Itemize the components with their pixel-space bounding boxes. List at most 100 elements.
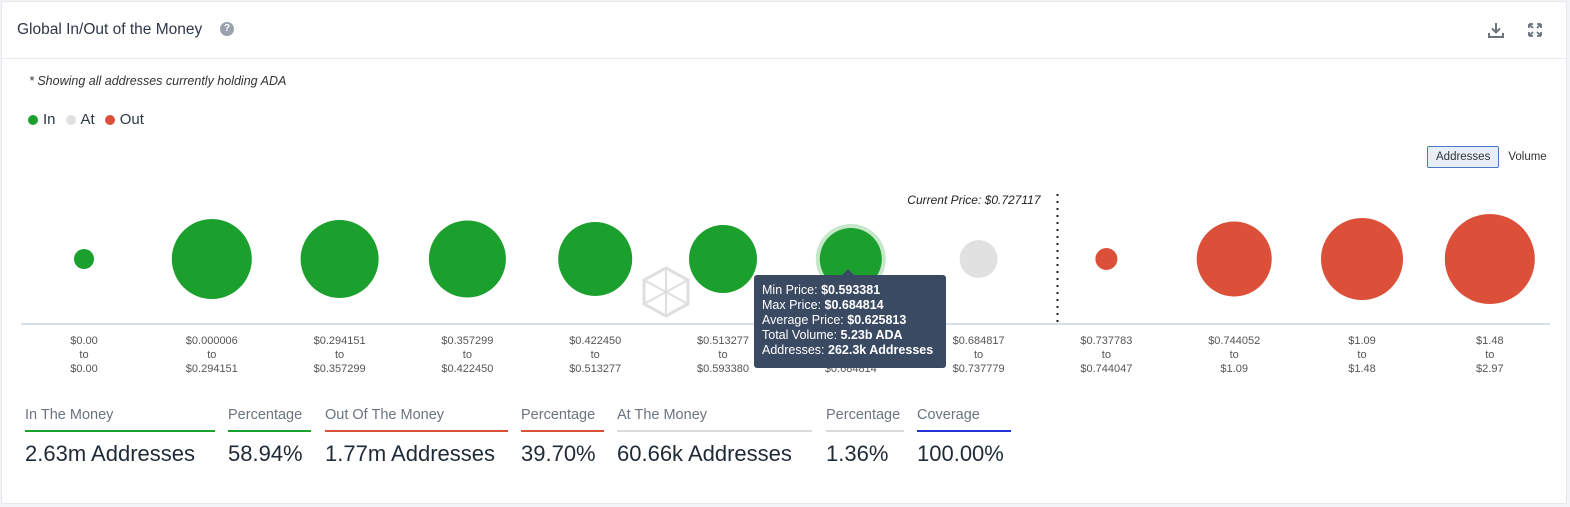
x-tick-label: to bbox=[335, 349, 344, 361]
legend-item-in[interactable]: In bbox=[28, 111, 56, 128]
x-tick-label: $1.48 bbox=[1476, 335, 1504, 347]
stat-label: Coverage bbox=[917, 407, 980, 423]
legend-item-out[interactable]: Out bbox=[104, 111, 144, 128]
stat-value: 1.77m Addresses bbox=[325, 441, 495, 466]
stat-bar bbox=[25, 430, 215, 432]
widget-header: Global In/Out of the Money ? bbox=[2, 2, 1566, 59]
stat-in-the-money: In The Money 2.63m Addresses bbox=[25, 407, 215, 467]
cluster-tooltip: Min Price: $0.593381 Max Price: $0.68481… bbox=[754, 269, 946, 368]
bubble-at[interactable] bbox=[959, 240, 998, 278]
x-tick-label: $0.357299 bbox=[314, 363, 366, 375]
legend-dot-out bbox=[104, 114, 115, 125]
stat-bar bbox=[617, 430, 812, 432]
x-tick-label: $0.294151 bbox=[314, 335, 366, 347]
bubble-in[interactable] bbox=[558, 222, 633, 296]
watermark-logo-icon bbox=[642, 266, 690, 318]
legend-dot-at bbox=[65, 114, 76, 125]
x-tick-label: $0.422450 bbox=[441, 363, 493, 375]
stat-label: At The Money bbox=[617, 407, 708, 423]
x-tick-label: $0.00 bbox=[70, 335, 98, 347]
stat-label: Out Of The Money bbox=[325, 407, 445, 423]
stat-bar bbox=[917, 430, 1011, 432]
stat-at-percentage: Percentage 1.36% bbox=[826, 407, 904, 467]
stat-label: Percentage bbox=[228, 407, 303, 423]
addresses-toggle-button[interactable]: Addresses bbox=[1427, 146, 1500, 168]
bubble-out[interactable] bbox=[1196, 221, 1272, 297]
bubble-out[interactable] bbox=[1321, 218, 1403, 300]
stat-value: 1.36% bbox=[826, 441, 889, 466]
x-tick-label: to bbox=[718, 349, 727, 361]
legend-label-in: In bbox=[43, 111, 56, 128]
tooltip-addresses: Addresses: 262.3k Addresses bbox=[762, 343, 934, 357]
x-tick-label: to bbox=[1357, 349, 1366, 361]
tooltip-min-price: Min Price: $0.593381 bbox=[762, 283, 881, 297]
x-tick-label: $0.684817 bbox=[953, 335, 1005, 347]
stat-label: Percentage bbox=[826, 407, 901, 423]
x-tick-label: to bbox=[1230, 349, 1239, 361]
stat-at-the-money: At The Money 60.66k Addresses bbox=[617, 407, 812, 467]
bubble-in[interactable] bbox=[74, 249, 94, 269]
x-tick-label: $0.513277 bbox=[569, 363, 621, 375]
x-tick-label: to bbox=[1485, 349, 1494, 361]
stat-bar bbox=[325, 430, 508, 432]
holding-note: * Showing all addresses currently holdin… bbox=[29, 74, 287, 88]
x-tick-label: to bbox=[1102, 349, 1111, 361]
x-tick-label: $0.513277 bbox=[697, 335, 749, 347]
metric-toggle: Addresses Volume bbox=[1427, 146, 1556, 168]
stat-value: 58.94% bbox=[228, 441, 303, 466]
stat-out-of-the-money: Out Of The Money 1.77m Addresses bbox=[325, 407, 508, 467]
volume-toggle-button[interactable]: Volume bbox=[1508, 151, 1547, 163]
stat-value: 39.70% bbox=[521, 441, 596, 466]
bubble-in[interactable] bbox=[300, 220, 379, 298]
tooltip-total-volume: Total Volume: 5.23b ADA bbox=[762, 328, 903, 342]
x-tick-label: $0.744052 bbox=[1208, 335, 1260, 347]
x-tick-label: $1.48 bbox=[1348, 363, 1376, 375]
download-icon[interactable] bbox=[1487, 21, 1505, 39]
stat-bar bbox=[826, 430, 904, 432]
x-tick-label: $1.09 bbox=[1220, 363, 1248, 375]
x-tick-label: $0.357299 bbox=[441, 335, 493, 347]
stat-in-percentage: Percentage 58.94% bbox=[228, 407, 311, 467]
legend-dot-in bbox=[28, 114, 38, 125]
stat-value: 60.66k Addresses bbox=[617, 441, 792, 466]
widget-title: Global In/Out of the Money bbox=[17, 21, 203, 38]
x-tick-label: $0.593380 bbox=[697, 363, 749, 375]
stat-coverage: Coverage 100.00% bbox=[917, 407, 1011, 467]
legend-label-at: At bbox=[80, 111, 95, 128]
stat-label: Percentage bbox=[521, 407, 596, 423]
bubble-in[interactable] bbox=[819, 228, 882, 290]
stat-value: 2.63m Addresses bbox=[25, 441, 195, 466]
bubble-in[interactable] bbox=[428, 220, 506, 298]
x-tick-label: $1.09 bbox=[1348, 335, 1376, 347]
tooltip-average-price: Average Price: $0.625813 bbox=[762, 313, 907, 327]
legend-label-out: Out bbox=[119, 111, 144, 128]
stat-bar bbox=[521, 430, 604, 432]
current-price-label: Current Price: $0.727117 bbox=[907, 193, 1042, 207]
x-tick-label: $0.000006 bbox=[186, 335, 238, 347]
tooltip-max-price: Max Price: $0.684814 bbox=[762, 298, 884, 312]
expand-icon[interactable] bbox=[1526, 21, 1544, 39]
stat-label: In The Money bbox=[25, 407, 114, 423]
stat-out-percentage: Percentage 39.70% bbox=[521, 407, 604, 467]
bubble-in[interactable] bbox=[171, 219, 252, 299]
bubble-out[interactable] bbox=[1095, 248, 1118, 270]
x-tick-label: $0.737783 bbox=[1080, 335, 1132, 347]
chart-legend: In At Out bbox=[28, 111, 154, 128]
x-tick-label: $0.422450 bbox=[569, 335, 621, 347]
x-tick-label: $0.00 bbox=[70, 363, 98, 375]
x-tick-label: to bbox=[591, 349, 600, 361]
stat-bar bbox=[228, 430, 311, 432]
x-tick-label: to bbox=[974, 349, 983, 361]
stat-value: 100.00% bbox=[917, 441, 1004, 466]
x-tick-label: $2.97 bbox=[1476, 363, 1504, 375]
x-tick-label: to bbox=[207, 349, 216, 361]
x-tick-label: $0.744047 bbox=[1080, 363, 1132, 375]
bubble-out[interactable] bbox=[1444, 214, 1535, 304]
x-tick-label: to bbox=[79, 349, 88, 361]
question-circle-icon[interactable]: ? bbox=[220, 22, 234, 36]
bubble-in[interactable] bbox=[689, 225, 757, 293]
x-tick-label: $0.737779 bbox=[953, 363, 1005, 375]
legend-item-at[interactable]: At bbox=[65, 111, 95, 128]
x-tick-label: $0.294151 bbox=[186, 363, 238, 375]
